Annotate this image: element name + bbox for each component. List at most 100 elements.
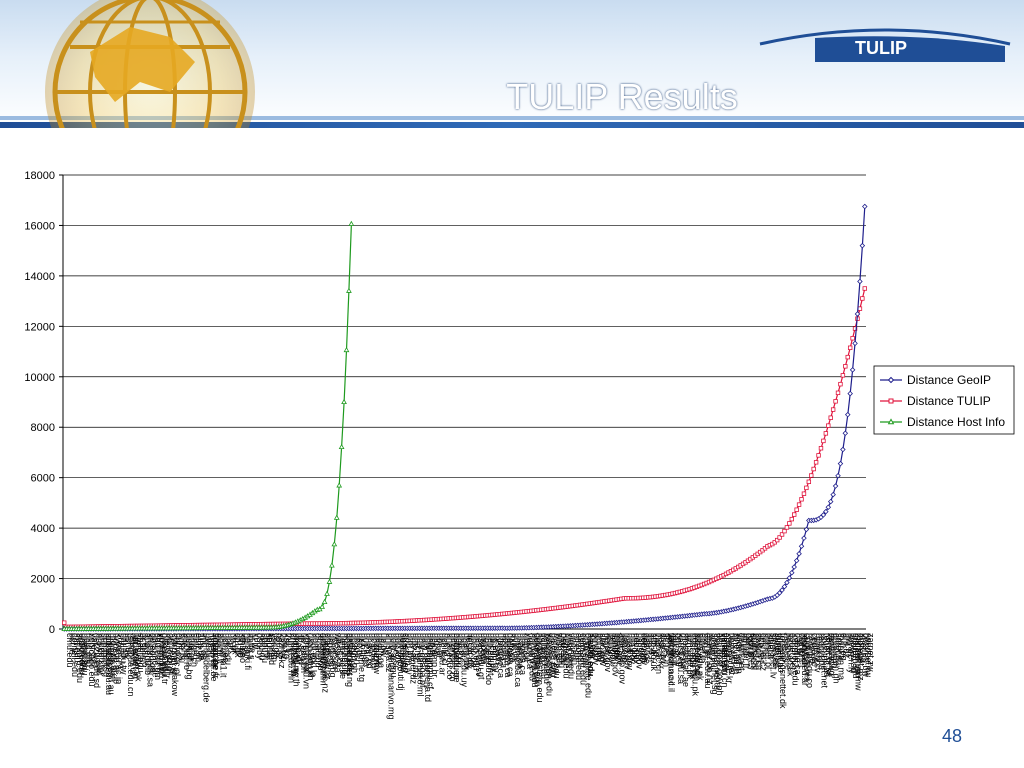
x-tick-label: monash.edu.au: [104, 633, 114, 695]
series-hostinfo-point: [331, 541, 338, 547]
x-tick-label: dal.ca: [506, 633, 516, 657]
x-tick-label: renia.ni: [815, 633, 825, 663]
series-geoip-point: [849, 367, 856, 373]
x-tick-label: pku.edu.cn: [128, 633, 138, 677]
slide-header: TULIP TULIP Results: [0, 0, 1024, 128]
x-tick-label: uom.lk: [311, 633, 321, 660]
x-tick-label: uchicago.edu: [87, 633, 97, 687]
x-tick-label: slac.gov: [598, 633, 608, 667]
series-tulip-point: [774, 537, 780, 543]
x-tick-label: rnu.tn: [844, 633, 854, 656]
x-tick-label: redcyt.pa: [817, 633, 827, 670]
x-tick-label: uni-heidelberg.de: [201, 633, 211, 703]
chart-legend: Distance GeoIP Distance TULIP Distance Hos…: [873, 365, 1015, 435]
x-tick-label: sandia.gov: [610, 633, 620, 677]
legend-label: Distance Host Info: [907, 415, 1005, 429]
x-tick-label: tum.de: [197, 633, 207, 661]
series-tulip-point: [862, 286, 867, 291]
series-tulip-point: [830, 407, 836, 412]
series-geoip-point: [823, 508, 829, 515]
x-tick-label: ntua.gr: [187, 633, 197, 661]
x-tick-label: bgu.ac.il: [674, 633, 684, 667]
series-tulip-point: [838, 381, 843, 387]
x-tick-label: anl.gov: [593, 633, 603, 663]
x-tick-label: spbu.ru: [260, 633, 270, 663]
x-tick-label: uregina.ca: [518, 633, 528, 675]
x-tick-label: duke.edu: [532, 633, 542, 670]
x-tick-label: uaeu.ac.ae: [150, 633, 160, 678]
x-tick-label: nersc.gov: [603, 633, 613, 673]
series-geoip-point: [840, 446, 846, 453]
series-geoip-point: [801, 535, 807, 541]
x-tick-label: ui.ac.id: [294, 633, 304, 662]
x-tick-label: ug.edu.gh: [350, 633, 360, 673]
x-tick-label: inl.gov: [613, 633, 623, 660]
x-tick-label: ksu.kg: [282, 633, 292, 659]
x-tick-label: upei.ca: [523, 633, 533, 662]
x-tick-label: cern.ch: [639, 633, 649, 663]
x-tick-label: unza.zm: [372, 633, 382, 667]
x-tick-label: thaisarn.net.th: [712, 633, 722, 690]
x-tick-label: usp.br: [428, 633, 438, 658]
x-tick-label: nih.gov: [630, 633, 640, 663]
x-tick-label: usp.ac.fj: [326, 633, 336, 667]
x-tick-label: udsm.ac.tz: [343, 633, 353, 677]
x-tick-label: kuleuven.be: [209, 633, 219, 682]
series-geoip-point: [793, 557, 800, 564]
x-tick-label: unam.na: [377, 633, 387, 668]
x-tick-label: technion.ac.il: [666, 633, 676, 686]
series-hostinfo-point: [348, 220, 355, 226]
x-tick-label: nrel.gov: [615, 633, 625, 666]
series-tulip-point: [804, 485, 809, 491]
x-tick-label: ernet.in: [698, 633, 708, 663]
series-tulip-point: [62, 620, 67, 625]
x-tick-label: raicesv.sv: [812, 633, 822, 673]
x-tick-label: columbia.edu: [532, 633, 542, 687]
series-tulip-point: [789, 516, 794, 522]
x-tick-label: belnet.be: [751, 633, 761, 670]
x-tick-label: sudren.sd: [849, 633, 859, 673]
x-tick-label: ameslab.gov: [618, 633, 628, 685]
x-tick-label: uba.ar: [435, 633, 445, 659]
x-tick-label: ntnu.no: [238, 633, 248, 663]
y-tick-label: 2000: [31, 574, 55, 586]
x-tick-label: hku.hk: [121, 633, 131, 660]
series-tulip-point: [840, 373, 846, 378]
x-tick-label: upc.edu: [223, 633, 233, 665]
x-tick-label: morenet.mz: [856, 633, 866, 681]
x-tick-label: ub.edu.bz: [489, 633, 499, 673]
x-tick-label: ub.edu.bi: [369, 633, 379, 670]
x-tick-label: rnp.br: [795, 633, 805, 657]
x-tick-label: unah.edu: [472, 633, 482, 671]
x-tick-label: unigb.gq: [425, 633, 435, 668]
x-tick-label: cornell.edu: [70, 633, 80, 677]
x-tick-label: up.edu.ph: [299, 633, 309, 673]
x-tick-label: uwi.edu: [479, 633, 489, 664]
series-geoip-point: [827, 498, 834, 505]
x-tick-label: uniswa.sz: [384, 633, 394, 673]
x-tick-label: net.zw.edu.sd: [92, 633, 102, 688]
series-tulip-point: [796, 502, 802, 507]
x-tick-label: lums.edu.pk: [133, 633, 143, 682]
x-tick-label: du.ac.bd: [313, 633, 323, 668]
x-tick-label: nsf.gov: [637, 633, 647, 663]
x-tick-label: tifr.res.in: [661, 633, 671, 667]
x-tick-label: uac.bj: [355, 633, 365, 657]
series-hostinfo-point: [326, 578, 333, 584]
x-tick-label: usfq.edu.ec: [452, 633, 462, 680]
series-tulip-point: [847, 345, 853, 350]
x-tick-label: uvic.ca: [511, 633, 521, 661]
y-tick-label: 12000: [24, 321, 55, 333]
series-tulip-point: [784, 525, 790, 530]
x-tick-label: kaust.edu.sa: [676, 633, 686, 684]
x-tick-label: una.py: [457, 633, 467, 661]
x-tick-label: unicamp.br: [430, 633, 440, 678]
x-tick-label: xnet.na: [858, 633, 868, 663]
x-tick-label: univ-alger.dz: [408, 633, 418, 685]
x-tick-label: uninett.no: [776, 633, 786, 673]
x-tick-label: uniandes.co: [447, 633, 457, 682]
series-hostinfo-point: [324, 590, 330, 596]
x-tick-label: internet2.edu: [790, 633, 800, 686]
x-tick-label: cudi.edu.mx: [803, 633, 813, 682]
series-geoip-point: [862, 203, 868, 210]
